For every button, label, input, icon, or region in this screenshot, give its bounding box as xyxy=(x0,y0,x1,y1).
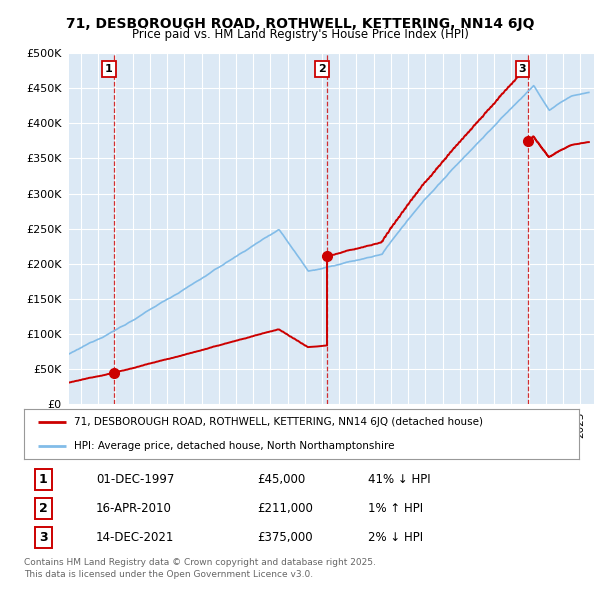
Text: Price paid vs. HM Land Registry's House Price Index (HPI): Price paid vs. HM Land Registry's House … xyxy=(131,28,469,41)
Text: Contains HM Land Registry data © Crown copyright and database right 2025.
This d: Contains HM Land Registry data © Crown c… xyxy=(24,558,376,579)
Text: 1: 1 xyxy=(105,64,113,74)
Text: 41% ↓ HPI: 41% ↓ HPI xyxy=(368,473,431,486)
Text: £45,000: £45,000 xyxy=(257,473,305,486)
Text: 2: 2 xyxy=(318,64,326,74)
Text: 2: 2 xyxy=(39,502,48,515)
Text: 14-DEC-2021: 14-DEC-2021 xyxy=(96,531,175,544)
Text: 3: 3 xyxy=(519,64,526,74)
Text: 71, DESBOROUGH ROAD, ROTHWELL, KETTERING, NN14 6JQ: 71, DESBOROUGH ROAD, ROTHWELL, KETTERING… xyxy=(66,17,534,31)
Text: HPI: Average price, detached house, North Northamptonshire: HPI: Average price, detached house, Nort… xyxy=(74,441,394,451)
Text: 16-APR-2010: 16-APR-2010 xyxy=(96,502,172,515)
Text: 3: 3 xyxy=(39,531,48,544)
Text: 1: 1 xyxy=(39,473,48,486)
Text: 71, DESBOROUGH ROAD, ROTHWELL, KETTERING, NN14 6JQ (detached house): 71, DESBOROUGH ROAD, ROTHWELL, KETTERING… xyxy=(74,417,483,427)
Text: £211,000: £211,000 xyxy=(257,502,313,515)
Text: 2% ↓ HPI: 2% ↓ HPI xyxy=(368,531,423,544)
Text: 1% ↑ HPI: 1% ↑ HPI xyxy=(368,502,423,515)
Text: £375,000: £375,000 xyxy=(257,531,313,544)
Text: 01-DEC-1997: 01-DEC-1997 xyxy=(96,473,175,486)
